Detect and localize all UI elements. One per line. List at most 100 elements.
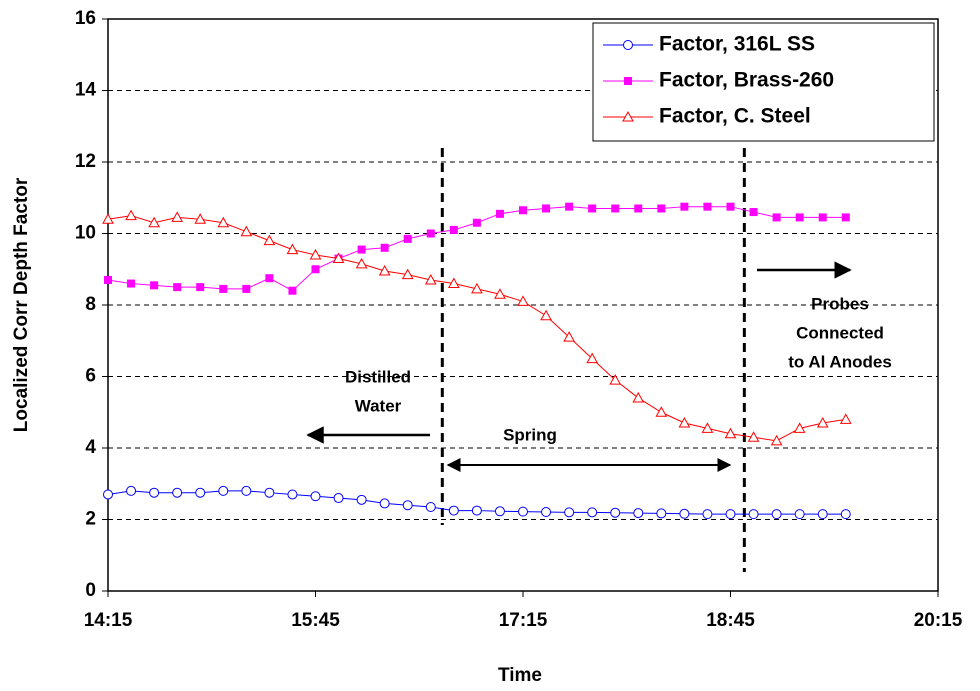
point (332, 252, 345, 264)
point (426, 229, 435, 238)
point (310, 491, 321, 502)
y-tick-label: 2 (85, 509, 96, 530)
point (563, 331, 575, 342)
point (840, 509, 851, 520)
annotation: Water (355, 396, 402, 415)
point (610, 507, 621, 518)
x-tick-label: 14:15 (84, 610, 133, 631)
point (680, 202, 689, 211)
point (286, 243, 299, 255)
point (634, 204, 643, 213)
point (311, 265, 320, 274)
point (172, 487, 183, 498)
point (701, 422, 714, 433)
point (447, 277, 460, 289)
point (333, 493, 344, 504)
plot-frame (107, 18, 939, 592)
point (173, 283, 182, 292)
point (125, 209, 137, 221)
point (611, 204, 620, 213)
point (449, 225, 458, 234)
point (771, 509, 782, 520)
y-tick-label: 10 (75, 223, 96, 244)
point (127, 279, 136, 288)
point (623, 40, 633, 50)
point (472, 218, 481, 227)
point (633, 508, 644, 519)
point (541, 506, 552, 517)
point (104, 275, 112, 284)
point (748, 509, 759, 520)
point (103, 489, 113, 500)
point (588, 204, 597, 213)
legend-box (592, 22, 935, 142)
point (540, 309, 552, 321)
point (565, 202, 574, 211)
y-tick-label: 12 (75, 151, 96, 172)
annotation: Probes (811, 294, 869, 313)
point (587, 507, 598, 518)
x-tick-label: 18:45 (706, 610, 755, 631)
point (287, 489, 298, 500)
point (401, 268, 414, 280)
point (263, 234, 276, 246)
point (702, 509, 713, 520)
point (749, 208, 758, 217)
point (403, 234, 412, 243)
point (703, 202, 712, 211)
point (471, 505, 482, 516)
x-tick-label: 20:15 (914, 610, 963, 631)
point (148, 216, 160, 228)
legend-label: Factor, 316L SS (659, 33, 815, 56)
point (747, 431, 760, 442)
x-tick-label: 17:15 (499, 610, 548, 631)
x-tick-label: 15:45 (291, 610, 340, 631)
point (102, 213, 114, 224)
point (517, 295, 529, 306)
point (839, 413, 852, 424)
point (218, 485, 229, 496)
point (265, 274, 274, 283)
point (264, 487, 275, 498)
point (471, 282, 483, 294)
y-tick-label: 0 (85, 580, 96, 601)
point (150, 281, 159, 290)
point (624, 77, 632, 85)
point (357, 245, 366, 254)
point (424, 273, 437, 285)
annotation: to Al Anodes (788, 352, 892, 371)
legend-label: Factor, C. Steel (659, 105, 811, 128)
y-tick-label: 16 (75, 8, 96, 29)
point (309, 248, 322, 260)
point (772, 213, 781, 222)
point (656, 508, 667, 519)
point (655, 406, 668, 417)
point (726, 202, 735, 211)
point (495, 209, 504, 218)
point (679, 508, 690, 519)
point (242, 284, 251, 293)
point (770, 434, 783, 446)
point (380, 243, 389, 252)
point (632, 391, 645, 403)
y-tick-label: 6 (85, 366, 96, 387)
point (609, 374, 622, 385)
y-tick-label: 14 (75, 80, 97, 101)
point (402, 500, 413, 511)
legend-label: Factor, Brass-260 (659, 69, 834, 92)
point (379, 498, 390, 509)
annotation: Connected (796, 323, 884, 342)
point (795, 213, 804, 222)
point (622, 110, 634, 122)
series-line (107, 215, 846, 442)
point (219, 284, 228, 293)
point (494, 506, 505, 517)
point (171, 211, 184, 222)
point (817, 509, 828, 520)
point (241, 485, 252, 496)
point (288, 286, 297, 295)
point (841, 213, 850, 222)
point (448, 505, 459, 516)
point (678, 416, 691, 428)
x-axis-label: Time (498, 665, 542, 686)
